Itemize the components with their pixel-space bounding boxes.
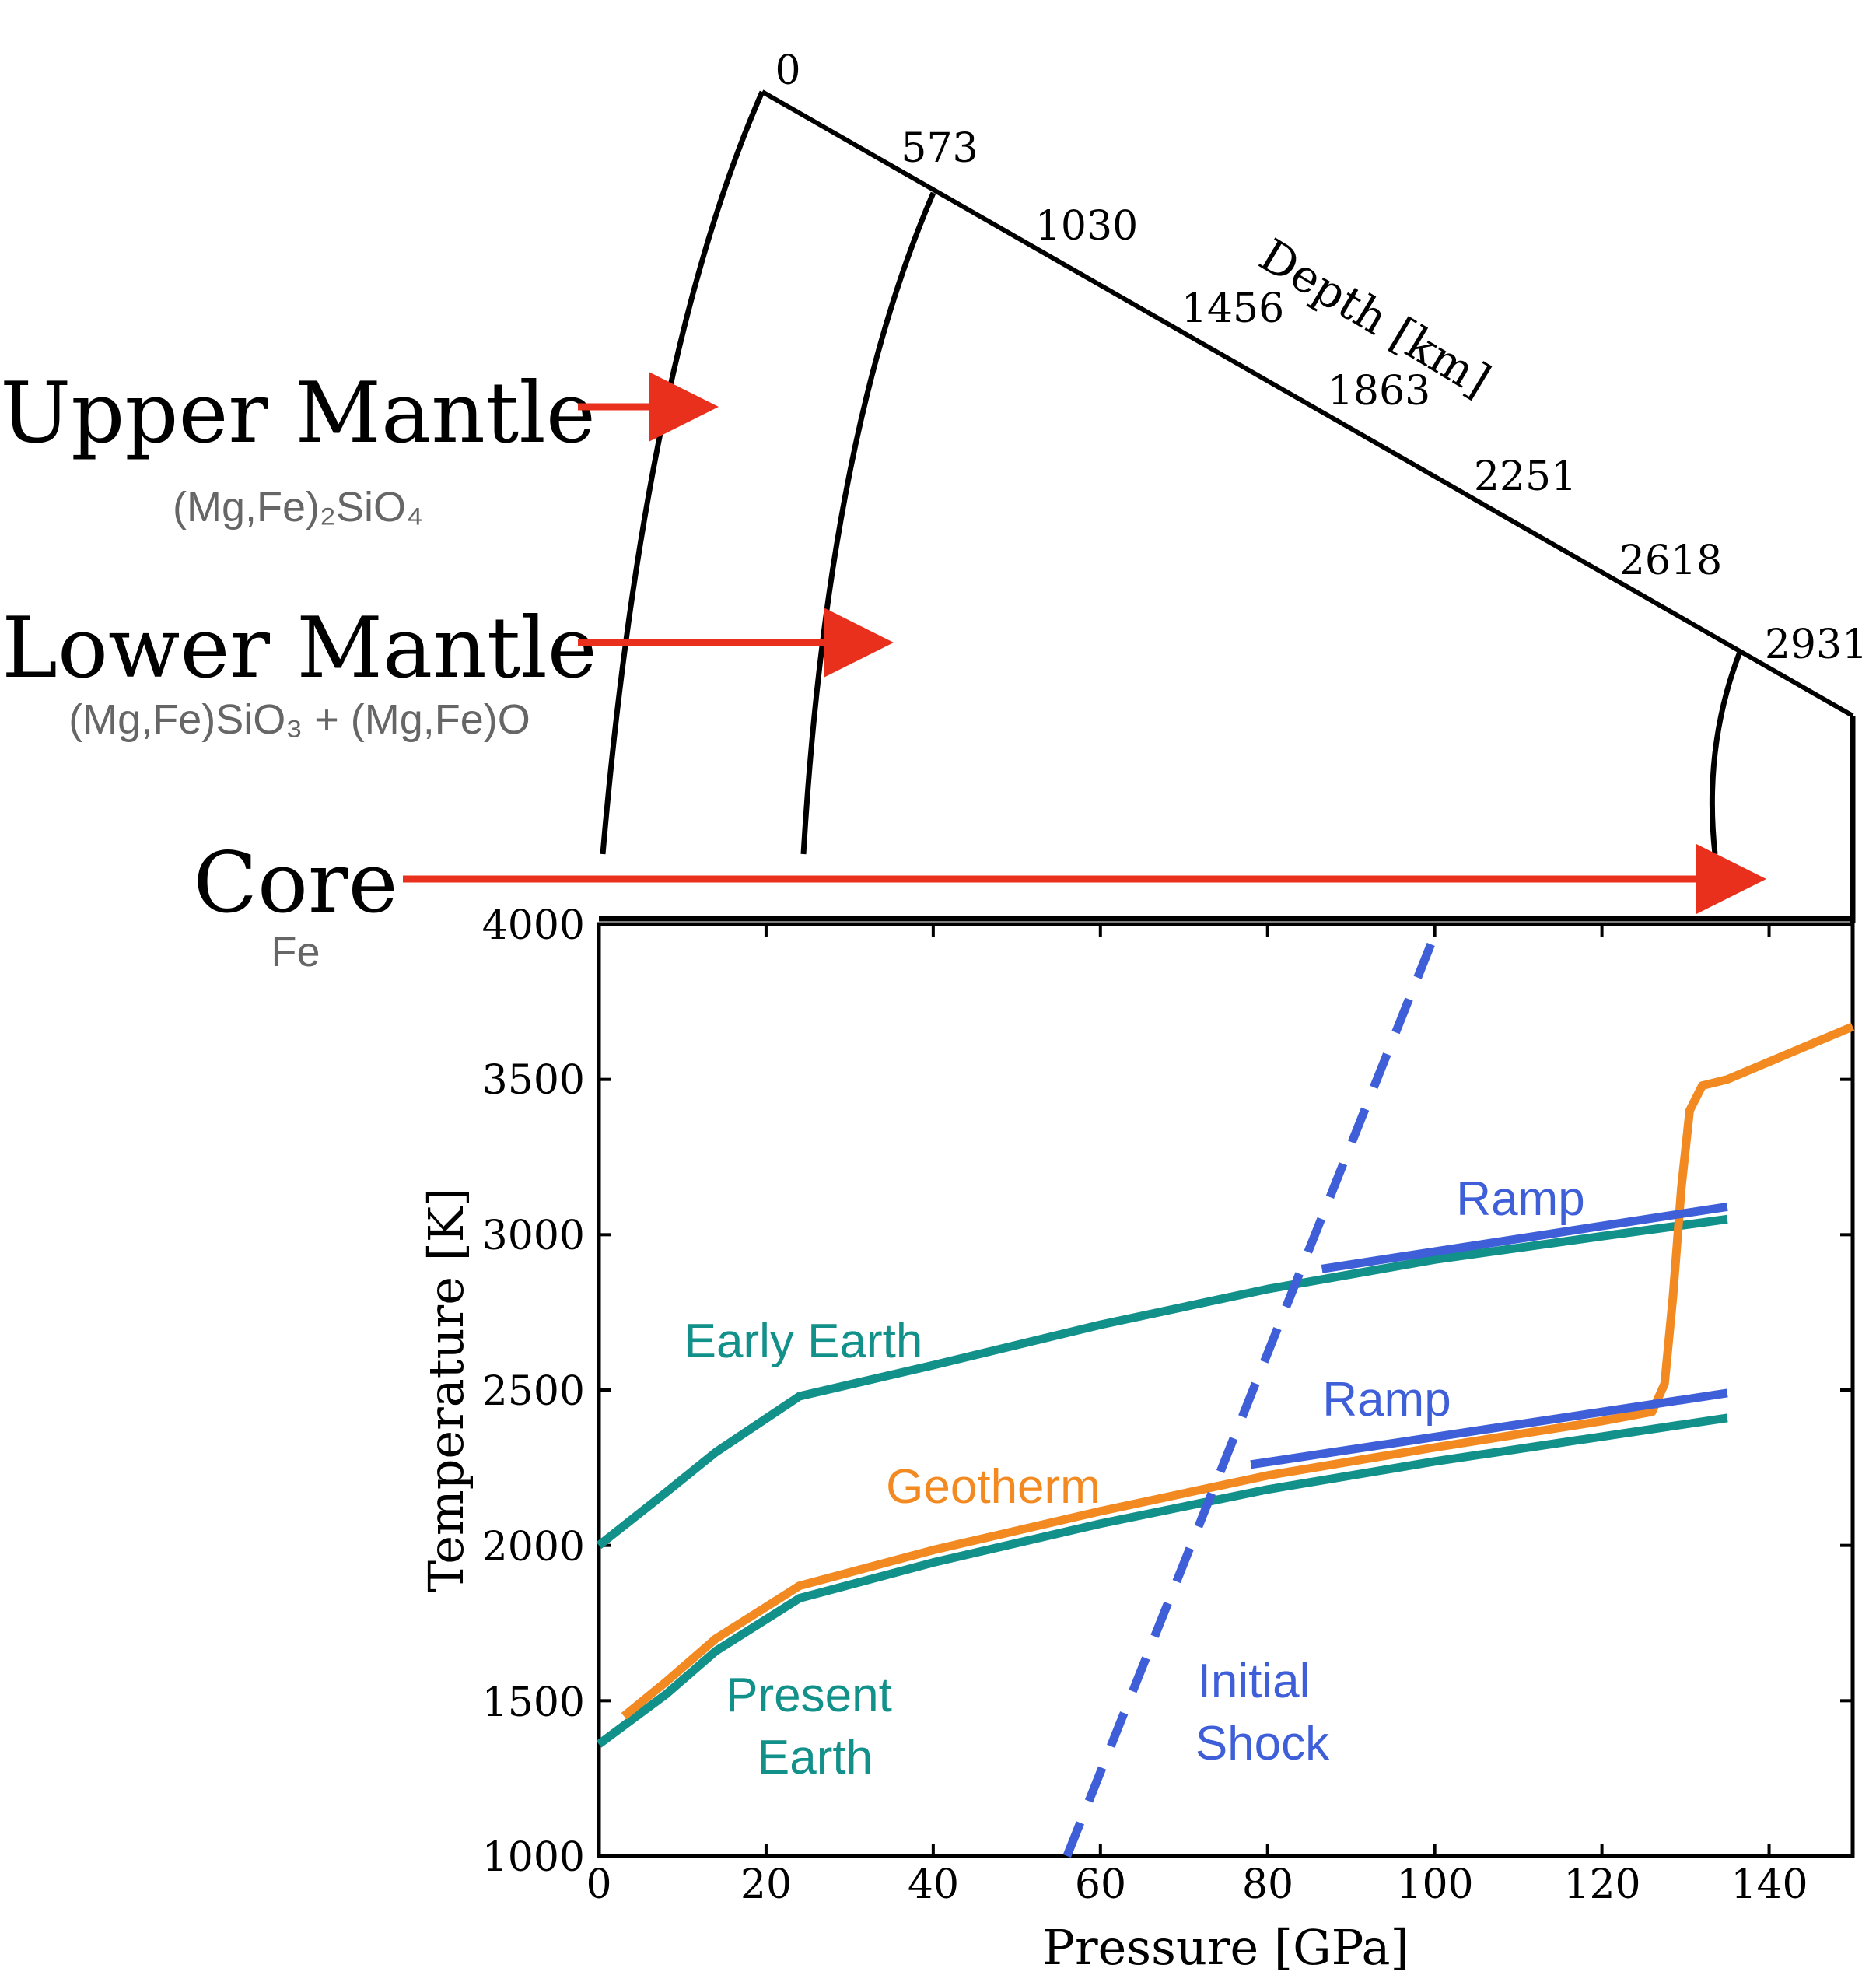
x-axis-label: Pressure [GPa] xyxy=(1042,1919,1409,1976)
lower-ramp-annotation: Ramp xyxy=(1322,1373,1451,1427)
upper-lower-mantle-boundary xyxy=(800,191,936,855)
series-line-2 xyxy=(621,1022,1855,1720)
y-tick-label: 3500 xyxy=(482,1057,585,1104)
x-tick-label: 40 xyxy=(908,1861,959,1908)
tick-labels: 0 20 40 60 80 100 120 140 1000 1500 2000… xyxy=(482,902,1808,1908)
initial-shock-annotation-line2: Shock xyxy=(1195,1717,1330,1770)
core-formula: Fe xyxy=(271,929,320,975)
y-tick-label: 2000 xyxy=(482,1524,585,1571)
lower-mantle-label: Lower Mantle xyxy=(2,600,597,697)
axis-ticks xyxy=(597,923,1853,1858)
early-earth-annotation: Early Earth xyxy=(684,1315,923,1368)
earth-cross-section: 0 573 1030 1456 1863 2251 2618 2931 Dept… xyxy=(0,47,1867,975)
present-earth-annotation-line2: Earth xyxy=(758,1731,873,1784)
depth-tick-label: 1863 xyxy=(1328,368,1430,415)
depth-axis-line xyxy=(761,89,1854,718)
core-mantle-boundary xyxy=(1709,650,1743,855)
layer-labels: Upper Mantle (Mg,Fe)₂SiO₄ Lower Mantle (… xyxy=(0,365,597,975)
x-tick-label: 0 xyxy=(586,1861,611,1908)
initial-shock-annotation-line1: Initial xyxy=(1198,1655,1311,1708)
depth-tick-label: 2931 xyxy=(1765,622,1867,668)
geotherm-annotation: Geotherm xyxy=(886,1460,1101,1514)
depth-tick-label: 0 xyxy=(775,47,800,94)
y-tick-label: 3000 xyxy=(482,1213,585,1259)
surface-boundary xyxy=(600,90,765,855)
upper-mantle-label: Upper Mantle xyxy=(0,365,596,462)
pt-chart: 0 20 40 60 80 100 120 140 1000 1500 2000… xyxy=(418,902,1855,1976)
x-tick-label: 100 xyxy=(1396,1861,1473,1908)
depth-tick-label: 2251 xyxy=(1474,453,1577,500)
series-line-1 xyxy=(596,1413,1728,1748)
series-layer xyxy=(596,922,1855,1858)
upper-mantle-formula: (Mg,Fe)₂SiO₄ xyxy=(173,484,423,531)
y-tick-label: 2500 xyxy=(482,1368,585,1415)
x-tick-label: 80 xyxy=(1242,1861,1293,1908)
x-tick-label: 140 xyxy=(1731,1861,1808,1908)
series-line-0 xyxy=(596,1214,1728,1549)
x-tick-label: 120 xyxy=(1563,1861,1640,1908)
y-tick-label: 1500 xyxy=(482,1679,585,1726)
present-earth-annotation-line1: Present xyxy=(726,1669,892,1722)
series-line-5 xyxy=(1250,1388,1728,1469)
series-line-4 xyxy=(1321,1202,1728,1273)
y-tick-label: 1000 xyxy=(482,1834,585,1881)
layer-arrows xyxy=(403,372,1766,914)
depth-tick-label: 1456 xyxy=(1181,285,1284,332)
upper-ramp-annotation: Ramp xyxy=(1456,1172,1584,1226)
x-tick-label: 60 xyxy=(1075,1861,1126,1908)
x-tick-label: 20 xyxy=(740,1861,792,1908)
core-label: Core xyxy=(193,835,397,932)
y-tick-label: 4000 xyxy=(482,902,585,949)
depth-tick-label: 573 xyxy=(901,125,978,172)
lower-mantle-formula: (Mg,Fe)SiO₃ + (Mg,Fe)O xyxy=(68,696,530,743)
depth-tick-labels: 0 573 1030 1456 1863 2251 2618 2931 xyxy=(775,47,1867,668)
depth-tick-label: 2618 xyxy=(1619,538,1722,584)
depth-tick-label: 1030 xyxy=(1035,203,1138,250)
series-line-3 xyxy=(1062,922,1444,1858)
y-axis-label: Temperature [K] xyxy=(418,1188,474,1593)
chart-annotations: Early Earth Geotherm Present Earth Ramp … xyxy=(684,1172,1585,1784)
